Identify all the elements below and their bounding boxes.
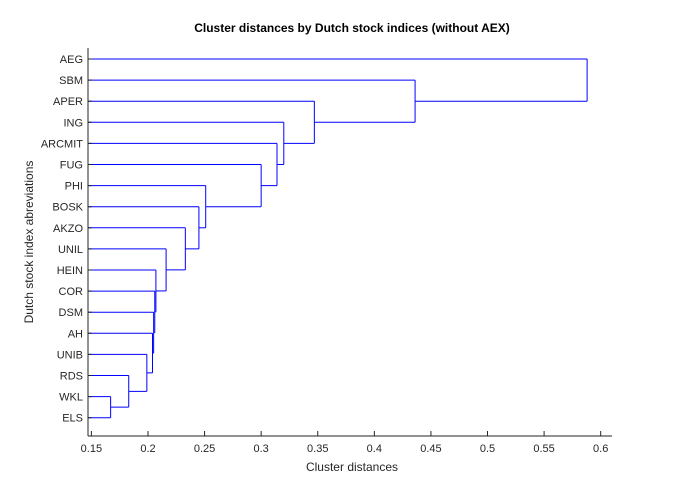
leaf-label-aeg: AEG bbox=[60, 54, 83, 66]
x-tick-label: 0.6 bbox=[593, 443, 608, 455]
x-tick-label: 0.4 bbox=[367, 443, 382, 455]
leaf-label-wkl: WKL bbox=[59, 392, 83, 404]
leaf-label-cor: COR bbox=[59, 286, 84, 298]
leaf-label-ah: AH bbox=[68, 328, 83, 340]
leaf-label-arcmit: ARCMIT bbox=[41, 138, 83, 150]
leaf-label-unib: UNIB bbox=[57, 349, 83, 361]
leaf-label-aper: APER bbox=[53, 96, 83, 108]
leaf-label-dsm: DSM bbox=[59, 307, 83, 319]
x-tick-label: 0.3 bbox=[254, 443, 269, 455]
leaf-label-akzo: AKZO bbox=[53, 223, 83, 235]
chart-title: Cluster distances by Dutch stock indices… bbox=[194, 21, 510, 35]
leaf-label-els: ELS bbox=[62, 413, 83, 425]
leaf-label-phi: PHI bbox=[65, 181, 83, 193]
leaf-label-hein: HEIN bbox=[57, 265, 83, 277]
leaf-labels: AEG SBM APER ING ARCMIT FUG PHI BOSK AKZO UNIL HEI… bbox=[41, 54, 92, 425]
leaf-label-unil: UNIL bbox=[58, 244, 83, 256]
x-tick-label: 0.45 bbox=[420, 443, 441, 455]
x-tick-label: 0.15 bbox=[81, 443, 102, 455]
dendrogram-links bbox=[88, 58, 588, 419]
x-tick-label: 0.2 bbox=[140, 443, 155, 455]
x-tick-label: 0.25 bbox=[194, 443, 215, 455]
leaf-label-fug: FUG bbox=[60, 160, 83, 172]
x-axis-ticks: 0.15 0.2 0.25 0.3 0.35 0.4 0.45 0.5 0.55 0.6 bbox=[81, 431, 608, 455]
x-tick-label: 0.35 bbox=[307, 443, 328, 455]
leaf-label-bosk: BOSK bbox=[52, 202, 83, 214]
x-tick-label: 0.55 bbox=[533, 443, 554, 455]
leaf-label-ing: ING bbox=[63, 117, 83, 129]
y-axis-label: Dutch stock index abreviations bbox=[22, 161, 36, 324]
leaf-label-sbm: SBM bbox=[59, 75, 83, 87]
leaf-label-rds: RDS bbox=[60, 371, 83, 383]
x-tick-label: 0.5 bbox=[480, 443, 495, 455]
x-axis-label: Cluster distances bbox=[306, 460, 398, 474]
